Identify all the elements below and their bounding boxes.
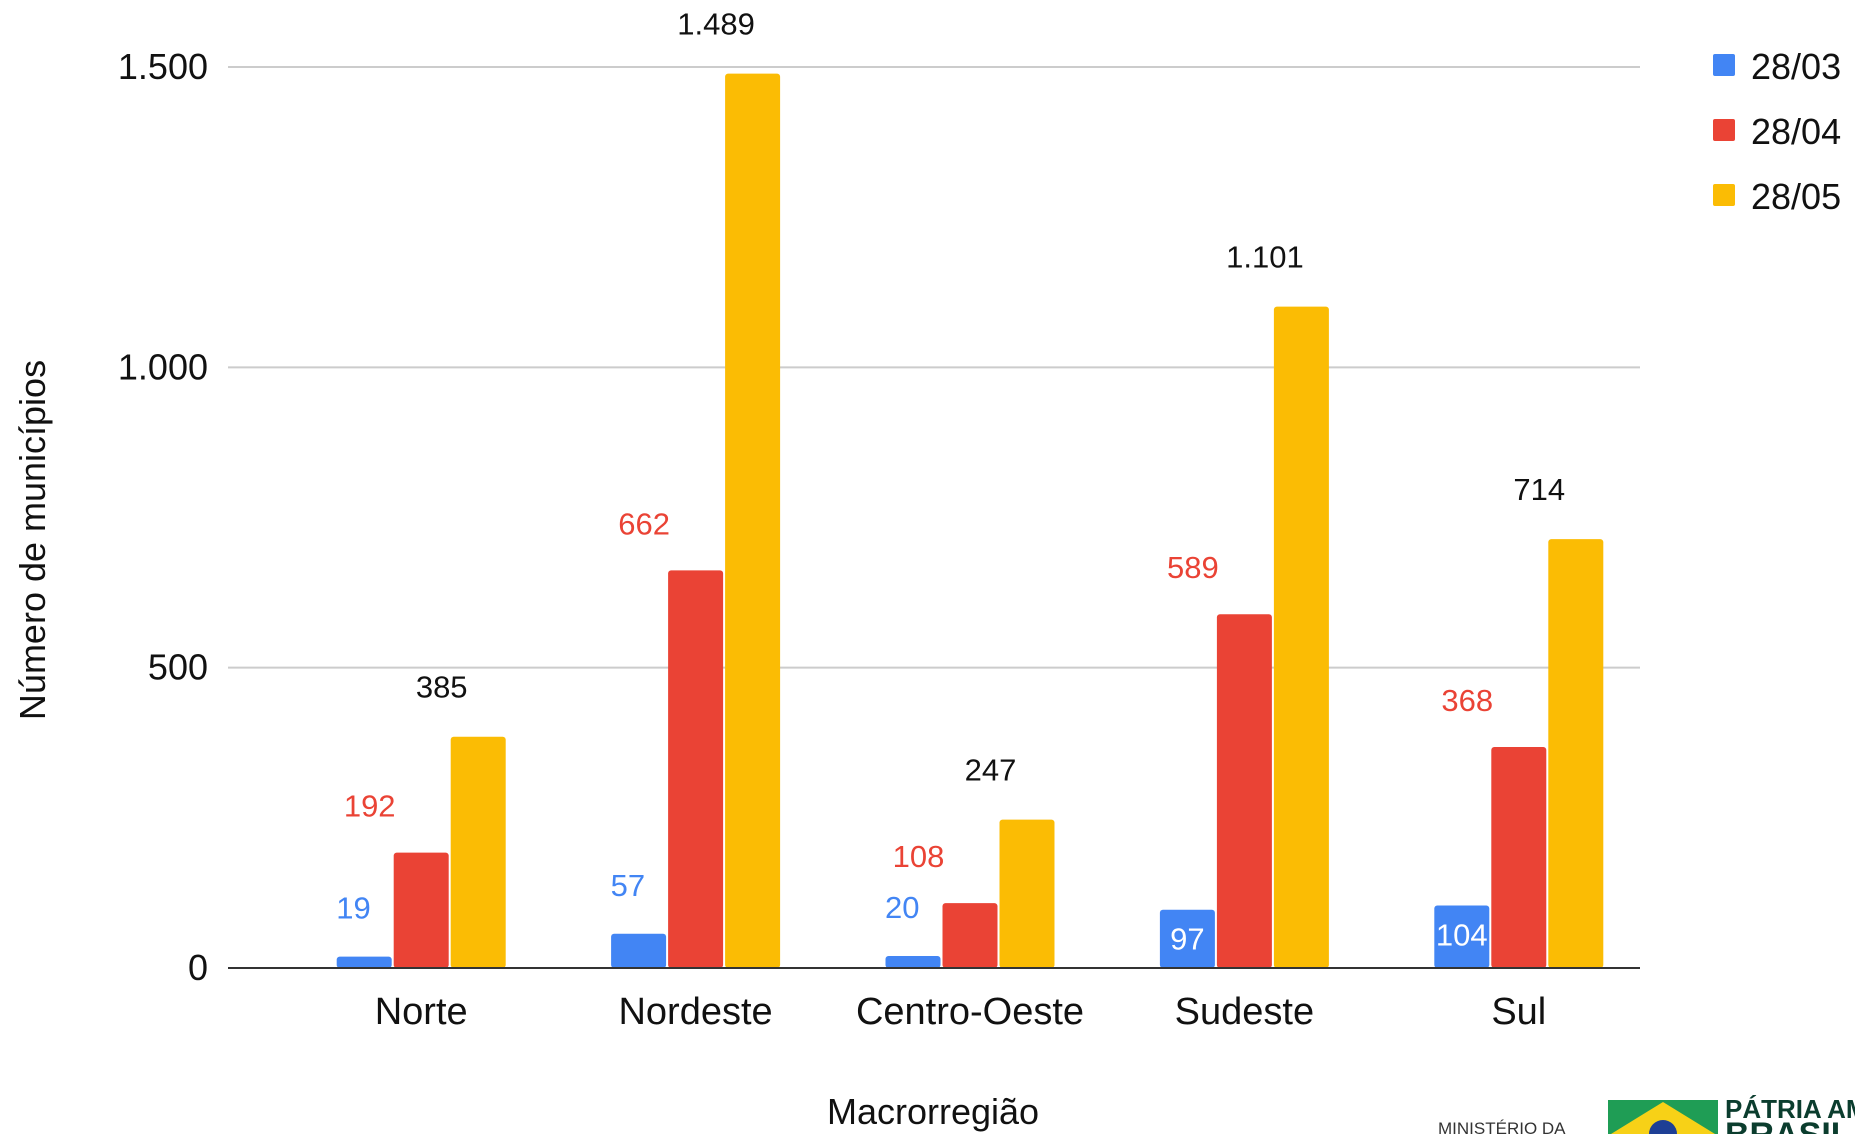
x-tick-labels: Norte Nordeste Centro-Oeste Sudeste Sul xyxy=(375,991,1547,1033)
data-label: 1.101 xyxy=(1226,240,1304,275)
bar xyxy=(1434,905,1490,968)
bar xyxy=(1273,306,1329,968)
x-tick-label: Centro-Oeste xyxy=(856,991,1084,1033)
x-tick-label: Sudeste xyxy=(1175,991,1314,1033)
bar xyxy=(336,956,392,968)
y-tick-label: 0 xyxy=(188,947,208,988)
data-label: 247 xyxy=(965,753,1017,788)
data-label: 57 xyxy=(611,868,645,903)
data-label: 97 xyxy=(1170,922,1204,957)
x-tick-label: Sul xyxy=(1491,991,1546,1033)
legend-swatch xyxy=(1713,119,1735,141)
bar xyxy=(1159,909,1215,968)
y-tick-label: 500 xyxy=(148,647,208,688)
gridlines xyxy=(228,66,1640,669)
brand-text-2: BRASIL xyxy=(1725,1116,1852,1134)
legend: 28/03 28/04 28/05 xyxy=(1713,46,1841,217)
data-label: 368 xyxy=(1441,683,1493,718)
bar xyxy=(1491,746,1547,968)
legend-label: 28/04 xyxy=(1751,111,1841,152)
data-label: 108 xyxy=(893,839,945,874)
data-label: 385 xyxy=(416,670,468,705)
bar xyxy=(1216,614,1272,968)
brand-text: PÁTRIA AMADA xyxy=(1725,1094,1855,1124)
data-label: 20 xyxy=(885,890,919,925)
brazil-flag-diamond xyxy=(1611,1102,1715,1134)
bar xyxy=(1548,539,1604,968)
y-tick-label: 1.500 xyxy=(118,46,208,87)
y-tick-labels: 0 500 1.000 1.500 xyxy=(118,46,208,988)
bar xyxy=(885,955,941,968)
legend-swatch xyxy=(1713,54,1735,76)
bar xyxy=(999,819,1055,968)
bar xyxy=(611,933,667,968)
bar xyxy=(393,852,449,968)
data-label: 192 xyxy=(344,789,396,824)
data-label: 714 xyxy=(1513,472,1565,507)
y-tick-label: 1.000 xyxy=(118,346,208,387)
data-label: 19 xyxy=(336,891,370,926)
legend-swatch xyxy=(1713,184,1735,206)
x-tick-label: Norte xyxy=(375,991,468,1033)
data-label: 104 xyxy=(1436,918,1488,953)
legend-label: 28/05 xyxy=(1751,176,1841,217)
data-label: 662 xyxy=(618,506,670,541)
x-axis-title: Macrorregião xyxy=(827,1091,1039,1132)
bar xyxy=(942,903,998,968)
bar xyxy=(668,570,724,968)
data-label: 589 xyxy=(1167,550,1219,585)
ministry-text: MINISTÉRIO DA xyxy=(1438,1119,1566,1134)
y-axis-title: Número de municípios xyxy=(12,360,53,720)
x-tick-label: Nordeste xyxy=(618,991,772,1033)
brazil-flag-circle xyxy=(1649,1120,1677,1134)
legend-label: 28/03 xyxy=(1751,46,1841,87)
data-label: 1.489 xyxy=(677,7,755,42)
data-labels: 19 192 385 57 662 1.489 20 108 247 97 589 1.101 104 3… xyxy=(336,7,1565,957)
bar xyxy=(450,736,506,968)
bar xyxy=(725,73,781,969)
bars xyxy=(336,73,1604,969)
footer-logo: MINISTÉRIO DA PÁTRIA AMADA BRASIL xyxy=(1438,1094,1855,1134)
